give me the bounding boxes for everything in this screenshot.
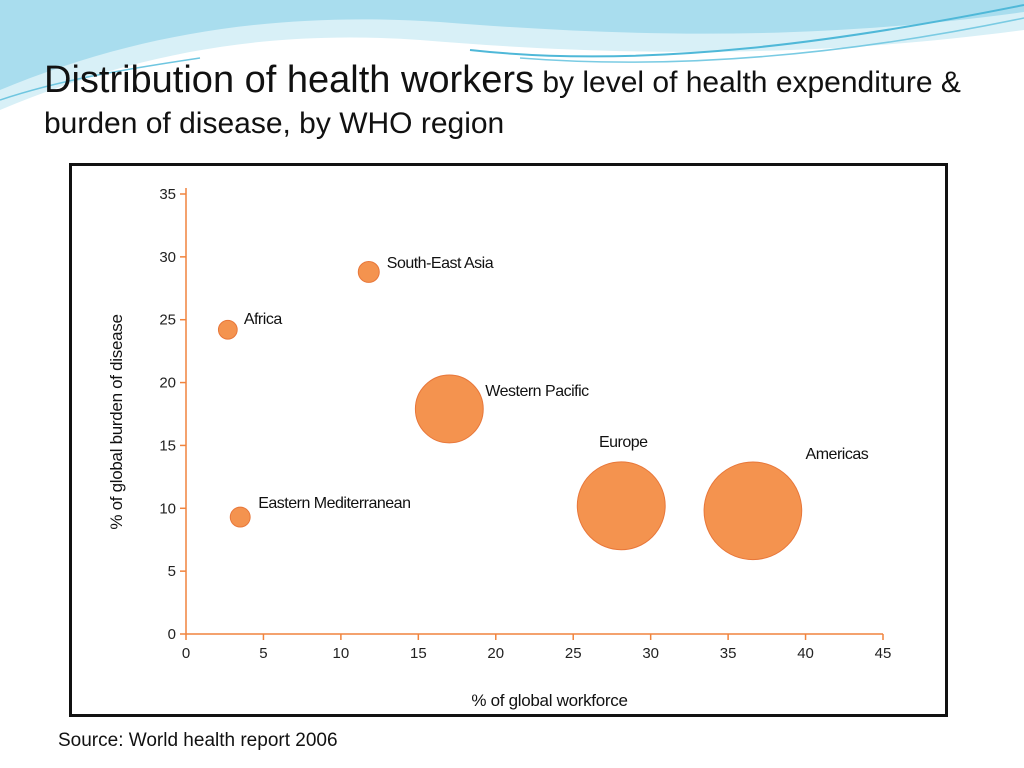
bubble-label: South-East Asia [387,255,494,272]
y-tick-label: 35 [159,186,176,203]
x-tick-label: 20 [487,645,504,662]
y-tick-label: 20 [159,375,176,392]
x-tick-label: 40 [797,645,814,662]
bubble-point [229,506,251,528]
y-tick-label: 25 [159,312,176,329]
x-tick-label: 5 [259,645,267,662]
swoosh-line-1 [469,4,1024,58]
x-tick-label: 25 [565,645,582,662]
bubble-label: Europe [599,434,648,451]
bubble-point [414,374,484,444]
bubble-point [703,461,803,561]
x-tick-label: 15 [410,645,427,662]
source-note: Source: World health report 2006 [58,730,338,751]
x-tick-label: 0 [182,645,190,662]
y-tick-label: 10 [159,500,176,517]
y-axis-title: % of global burden of disease [107,314,126,529]
chart-frame: 0 5 10 15 20 25 30 35 40 45 0 5 10 15 20 25 30 35 % of glo… [69,163,948,717]
x-tick-label: 10 [333,645,350,662]
bubble-label: Africa [244,311,283,328]
bubble-chart: 0 5 10 15 20 25 30 35 40 45 0 5 10 15 20 25 30 35 % of glo… [107,186,892,710]
y-tick-label: 30 [159,249,176,266]
bubble-point [217,319,238,340]
y-tick-label: 0 [168,626,176,643]
slide-title-rest: by level of health expenditure & burden … [44,66,961,140]
x-tick-label: 45 [875,645,892,662]
swoosh-line-3 [0,57,201,101]
header-swoosh-decoration [0,0,1024,110]
x-axis-title: % of global workforce [471,691,627,710]
bubble-label: Western Pacific [485,383,589,400]
bubble-label: Americas [806,446,869,463]
y-tick-label: 5 [168,563,176,580]
swoosh-line-2 [519,17,1024,63]
bubble-point [576,461,666,551]
slide-title-main: Distribution of health workers [44,59,534,101]
x-tick-label: 35 [720,645,737,662]
y-tick-label: 15 [159,437,176,454]
slide-title: Distribution of health workers by level … [44,56,1004,143]
bubble-label: Eastern Mediterranean [258,495,410,512]
bubble-point [357,260,380,283]
swoosh-band-mid [0,0,1024,90]
x-tick-label: 30 [642,645,659,662]
